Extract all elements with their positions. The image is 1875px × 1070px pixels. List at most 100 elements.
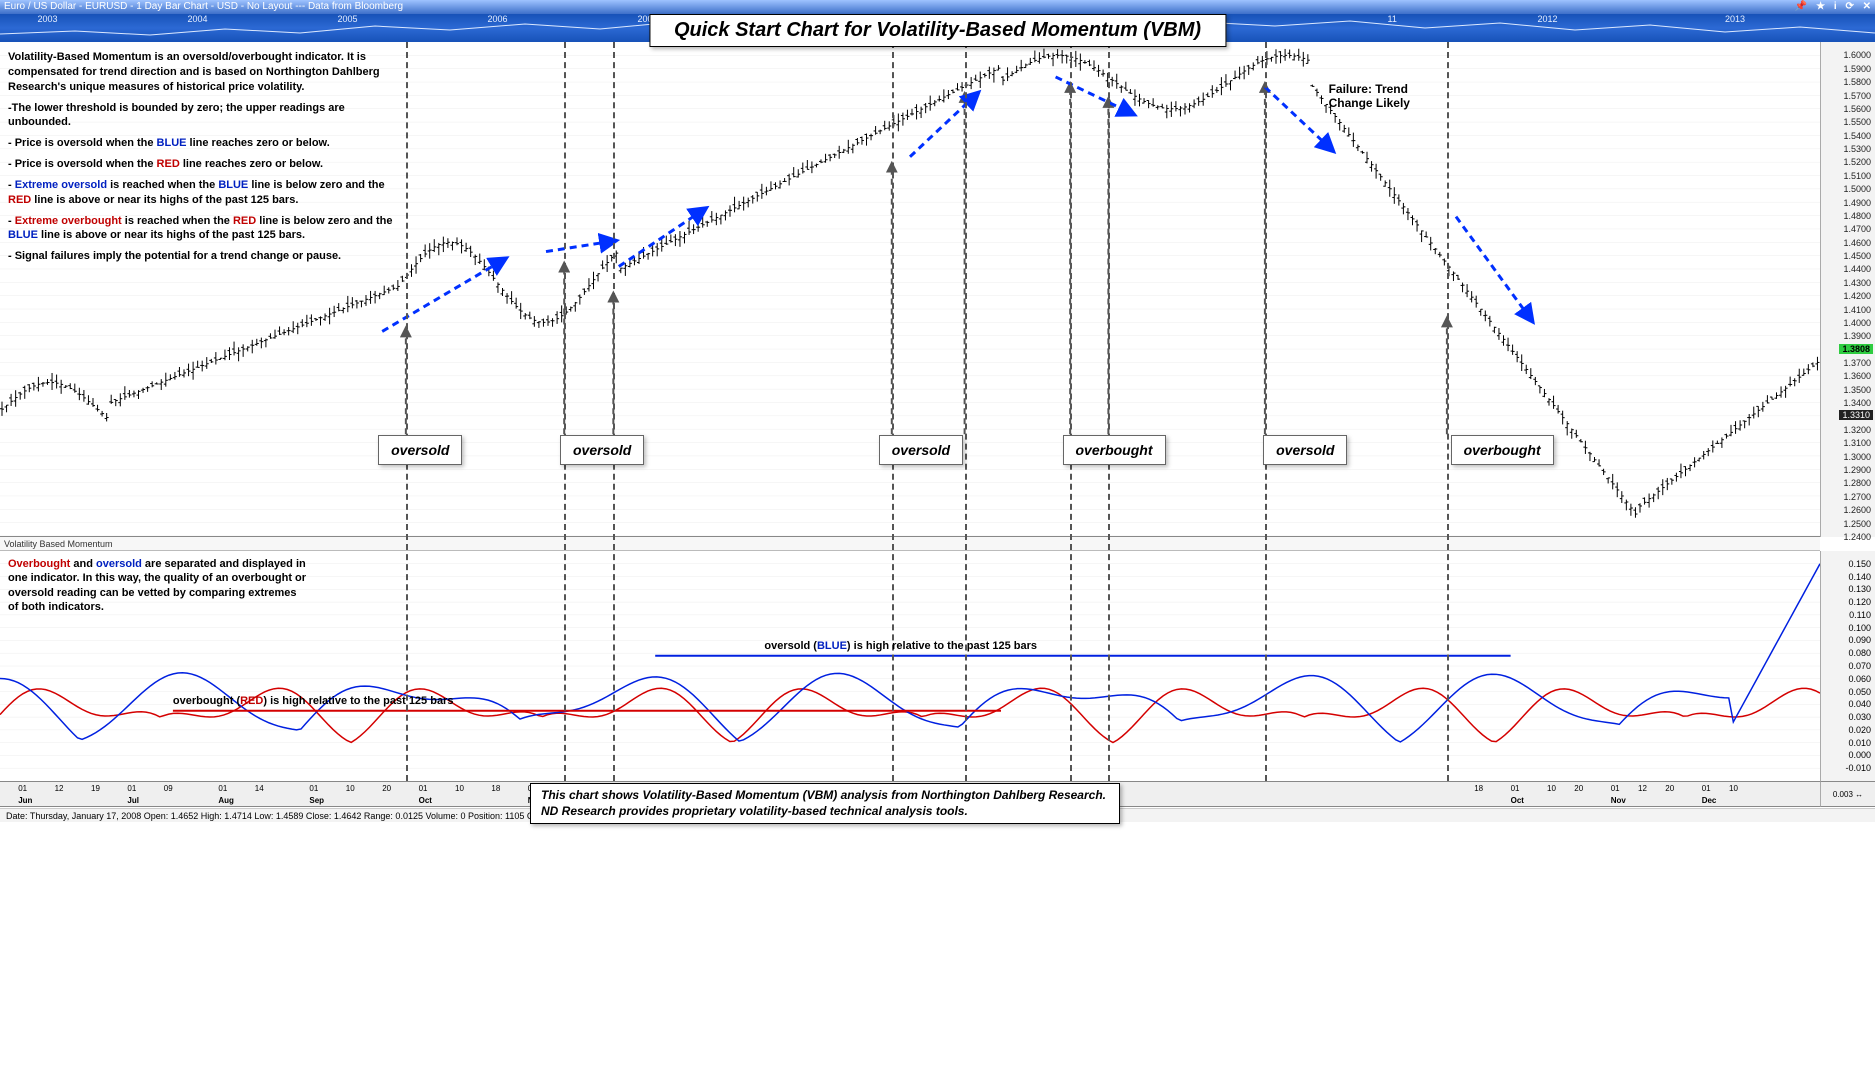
- signal-label-oversold: oversold: [560, 435, 644, 465]
- signal-label-oversold: oversold: [879, 435, 963, 465]
- price-tick: 1.3700: [1843, 358, 1871, 368]
- price-tick: 1.4400: [1843, 264, 1871, 274]
- price-tick: 1.5000: [1843, 184, 1871, 194]
- price-tick: 1.3500: [1843, 385, 1871, 395]
- date-axis-corner: 0.003 ↔: [1820, 781, 1875, 807]
- date-tick: 10: [1729, 783, 1738, 807]
- desc-b5: - Extreme overbought is reached when the…: [8, 214, 398, 244]
- chart-title-box: Quick Start Chart for Volatility-Based M…: [649, 14, 1226, 47]
- signal-vertical-line: [1108, 42, 1110, 781]
- signal-vertical-line: [1265, 42, 1267, 781]
- desc-b2: - Price is oversold when the BLUE line r…: [8, 136, 398, 151]
- signal-vertical-line: [1447, 42, 1449, 781]
- date-tick: 10: [455, 783, 464, 807]
- signal-vertical-line: [1070, 42, 1072, 781]
- window-controls: 📌 ★ i ⟳ ✕: [1789, 0, 1871, 14]
- indicator-tick: 0.120: [1848, 597, 1871, 607]
- indicator-header: Volatility Based Momentum: [0, 537, 1820, 551]
- price-tick: 1.3000: [1843, 452, 1871, 462]
- price-tick: 1.5300: [1843, 144, 1871, 154]
- signal-label-overbought: overbought: [1063, 435, 1166, 465]
- price-tick: 1.4900: [1843, 198, 1871, 208]
- description-box: Volatility-Based Momentum is an oversold…: [8, 50, 398, 270]
- price-tick: 1.4100: [1843, 305, 1871, 315]
- price-tick: 1.3900: [1843, 331, 1871, 341]
- indicator-y-axis: -0.010 0.000 0.010 0.020 0.030 0.040 0.050 0.06…: [1820, 551, 1875, 781]
- star-icon[interactable]: ★: [1816, 1, 1825, 12]
- signal-vertical-line: [892, 42, 894, 781]
- close-icon[interactable]: ✕: [1863, 1, 1871, 12]
- price-tick: 1.4200: [1843, 291, 1871, 301]
- price-tick: 1.4700: [1843, 224, 1871, 234]
- signal-vertical-line: [564, 42, 566, 781]
- price-tick: 1.5800: [1843, 77, 1871, 87]
- date-tick: 01Jul: [127, 783, 139, 807]
- signal-label-oversold: oversold: [378, 435, 462, 465]
- price-tick: 1.3100: [1843, 438, 1871, 448]
- price-tick: 1.2500: [1843, 519, 1871, 529]
- date-tick: 19: [91, 783, 100, 807]
- desc-b3: - Price is oversold when the RED line re…: [8, 157, 398, 172]
- price-tick: 1.4500: [1843, 251, 1871, 261]
- price-tick: 1.4600: [1843, 238, 1871, 248]
- desc-b6: - Signal failures imply the potential fo…: [8, 249, 398, 264]
- indicator-tick: 0.090: [1848, 635, 1871, 645]
- price-tick: 1.5200: [1843, 157, 1871, 167]
- date-tick: 01Aug: [218, 783, 234, 807]
- secondary-price-marker: 1.3310: [1839, 410, 1873, 420]
- indicator-tick: 0.040: [1848, 699, 1871, 709]
- date-tick: 10: [1547, 783, 1556, 807]
- indicator-tick: 0.110: [1849, 610, 1871, 620]
- indicator-tick: 0.010: [1848, 738, 1871, 748]
- date-tick: 10: [346, 783, 355, 807]
- date-tick: 01Dec: [1702, 783, 1717, 807]
- indicator-tick: -0.010: [1845, 763, 1871, 773]
- price-tick: 1.2400: [1843, 532, 1871, 542]
- indicator-tick: 0.030: [1848, 712, 1871, 722]
- indicator-note: Overbought and oversold are separated an…: [8, 557, 308, 614]
- info-icon[interactable]: i: [1834, 1, 1837, 12]
- signal-vertical-line: [613, 42, 615, 781]
- desc-p1: Volatility-Based Momentum is an oversold…: [8, 50, 398, 95]
- red-threshold-label: overbought (RED) is high relative to the…: [173, 695, 454, 707]
- indicator-tick: 0.130: [1848, 584, 1871, 594]
- blue-threshold-label: oversold (BLUE) is high relative to the …: [764, 640, 1037, 652]
- price-tick: 1.2900: [1843, 465, 1871, 475]
- signal-vertical-line: [406, 42, 408, 781]
- date-tick: 01Oct: [419, 783, 432, 807]
- indicator-pane[interactable]: Overbought and oversold are separated an…: [0, 551, 1820, 781]
- indicator-tick: 0.000: [1848, 750, 1871, 760]
- date-tick: 01Oct: [1511, 783, 1524, 807]
- price-tick: 1.4800: [1843, 211, 1871, 221]
- date-tick: 20: [1665, 783, 1674, 807]
- price-tick: 1.5400: [1843, 131, 1871, 141]
- price-tick: 1.5500: [1843, 117, 1871, 127]
- price-tick: 1.2600: [1843, 505, 1871, 515]
- indicator-tick: 0.020: [1848, 725, 1871, 735]
- pin-icon[interactable]: 📌: [1795, 1, 1807, 12]
- signal-label-oversold: oversold: [1263, 435, 1347, 465]
- price-tick: 1.3200: [1843, 425, 1871, 435]
- price-tick: 1.5600: [1843, 104, 1871, 114]
- indicator-tick: 0.050: [1848, 687, 1871, 697]
- price-tick: 1.6000: [1843, 50, 1871, 60]
- price-tick: 1.2700: [1843, 492, 1871, 502]
- date-tick: 14: [255, 783, 264, 807]
- indicator-tick: 0.070: [1848, 661, 1871, 671]
- price-tick: 1.5700: [1843, 91, 1871, 101]
- date-tick: 01Nov: [1611, 783, 1626, 807]
- refresh-icon[interactable]: ⟳: [1845, 1, 1853, 12]
- indicator-tick: 0.140: [1848, 572, 1871, 582]
- date-tick: 12: [1638, 783, 1647, 807]
- indicator-tick: 0.080: [1848, 648, 1871, 658]
- window-titlebar: Euro / US Dollar - EURUSD - 1 Day Bar Ch…: [0, 0, 1875, 14]
- failure-label: Failure: Trend Change Likely: [1329, 82, 1410, 110]
- desc-b4: - Extreme oversold is reached when the B…: [8, 178, 398, 208]
- price-tick: 1.4000: [1843, 318, 1871, 328]
- date-tick: 18: [1474, 783, 1483, 807]
- signal-vertical-line: [965, 42, 967, 781]
- price-tick: 1.2800: [1843, 478, 1871, 488]
- indicator-tick: 0.060: [1848, 674, 1871, 684]
- date-tick: 20: [382, 783, 391, 807]
- signal-label-overbought: overbought: [1451, 435, 1554, 465]
